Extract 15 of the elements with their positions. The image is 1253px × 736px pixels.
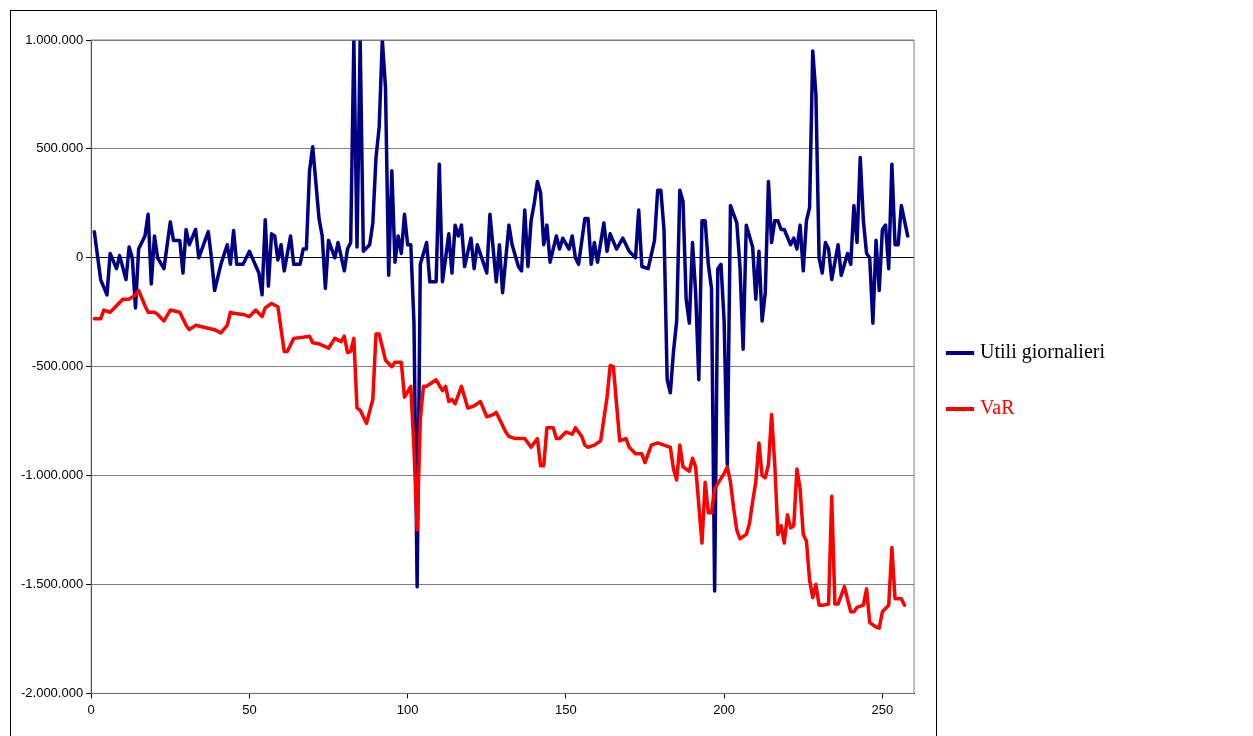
y-tick-label: -2.000.000 (20, 684, 84, 700)
y-tick-label: 0 (75, 249, 84, 265)
y-tick-label: -1.000.000 (20, 467, 84, 483)
legend-label: Utili giornalieri (980, 340, 1106, 364)
x-tick-label: 150 (555, 701, 577, 717)
x-tick-label: 100 (396, 701, 419, 717)
x-tick-label: 250 (871, 701, 894, 717)
y-tick-label: 500.000 (36, 140, 84, 156)
x-tick-label: 0 (87, 701, 95, 717)
y-tick-label: -500.000 (31, 358, 84, 374)
y-tick-label: -1.500.000 (20, 576, 84, 592)
x-tick-label: 50 (242, 701, 257, 717)
x-tick-label: 200 (713, 701, 735, 717)
y-tick-label: 1.000.000 (25, 31, 84, 47)
legend-label: VaR (980, 396, 1016, 419)
